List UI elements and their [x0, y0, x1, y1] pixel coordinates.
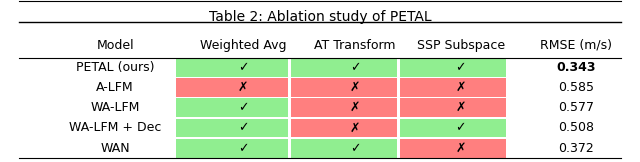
- FancyBboxPatch shape: [400, 58, 506, 77]
- Text: ✗: ✗: [350, 101, 360, 114]
- Text: ✓: ✓: [238, 61, 248, 74]
- Text: WA-LFM + Dec: WA-LFM + Dec: [69, 122, 161, 134]
- Text: ✓: ✓: [350, 142, 360, 155]
- Text: 0.577: 0.577: [558, 101, 594, 114]
- Text: ✓: ✓: [350, 61, 360, 74]
- Text: 0.508: 0.508: [558, 122, 594, 134]
- Text: ✓: ✓: [238, 122, 248, 134]
- FancyBboxPatch shape: [176, 78, 288, 97]
- Text: 0.372: 0.372: [558, 142, 594, 155]
- FancyBboxPatch shape: [176, 139, 288, 157]
- Text: WAN: WAN: [100, 142, 130, 155]
- FancyBboxPatch shape: [291, 78, 397, 97]
- Text: ✓: ✓: [456, 61, 466, 74]
- Text: RMSE (m/s): RMSE (m/s): [540, 39, 612, 52]
- Text: 0.343: 0.343: [556, 61, 596, 74]
- Text: 0.585: 0.585: [558, 81, 594, 94]
- Text: ✓: ✓: [238, 101, 248, 114]
- Text: ✗: ✗: [350, 122, 360, 134]
- Text: AT Transform: AT Transform: [314, 39, 396, 52]
- Text: ✗: ✗: [350, 81, 360, 94]
- FancyBboxPatch shape: [400, 98, 506, 117]
- Text: ✓: ✓: [456, 122, 466, 134]
- Text: Table 2: Ablation study of PETAL: Table 2: Ablation study of PETAL: [209, 10, 431, 24]
- Text: PETAL (ours): PETAL (ours): [76, 61, 154, 74]
- FancyBboxPatch shape: [400, 119, 506, 137]
- Text: ✗: ✗: [456, 81, 466, 94]
- Text: Model: Model: [97, 39, 134, 52]
- FancyBboxPatch shape: [176, 58, 288, 77]
- Text: SSP Subspace: SSP Subspace: [417, 39, 505, 52]
- Text: A-LFM: A-LFM: [97, 81, 134, 94]
- Text: ✗: ✗: [456, 101, 466, 114]
- FancyBboxPatch shape: [291, 98, 397, 117]
- Text: Weighted Avg: Weighted Avg: [200, 39, 287, 52]
- FancyBboxPatch shape: [176, 98, 288, 117]
- FancyBboxPatch shape: [291, 119, 397, 137]
- Text: ✗: ✗: [238, 81, 248, 94]
- FancyBboxPatch shape: [291, 139, 397, 157]
- FancyBboxPatch shape: [400, 139, 506, 157]
- FancyBboxPatch shape: [176, 119, 288, 137]
- FancyBboxPatch shape: [291, 58, 397, 77]
- Text: ✗: ✗: [456, 142, 466, 155]
- Text: WA-LFM: WA-LFM: [90, 101, 140, 114]
- FancyBboxPatch shape: [400, 78, 506, 97]
- Text: ✓: ✓: [238, 142, 248, 155]
